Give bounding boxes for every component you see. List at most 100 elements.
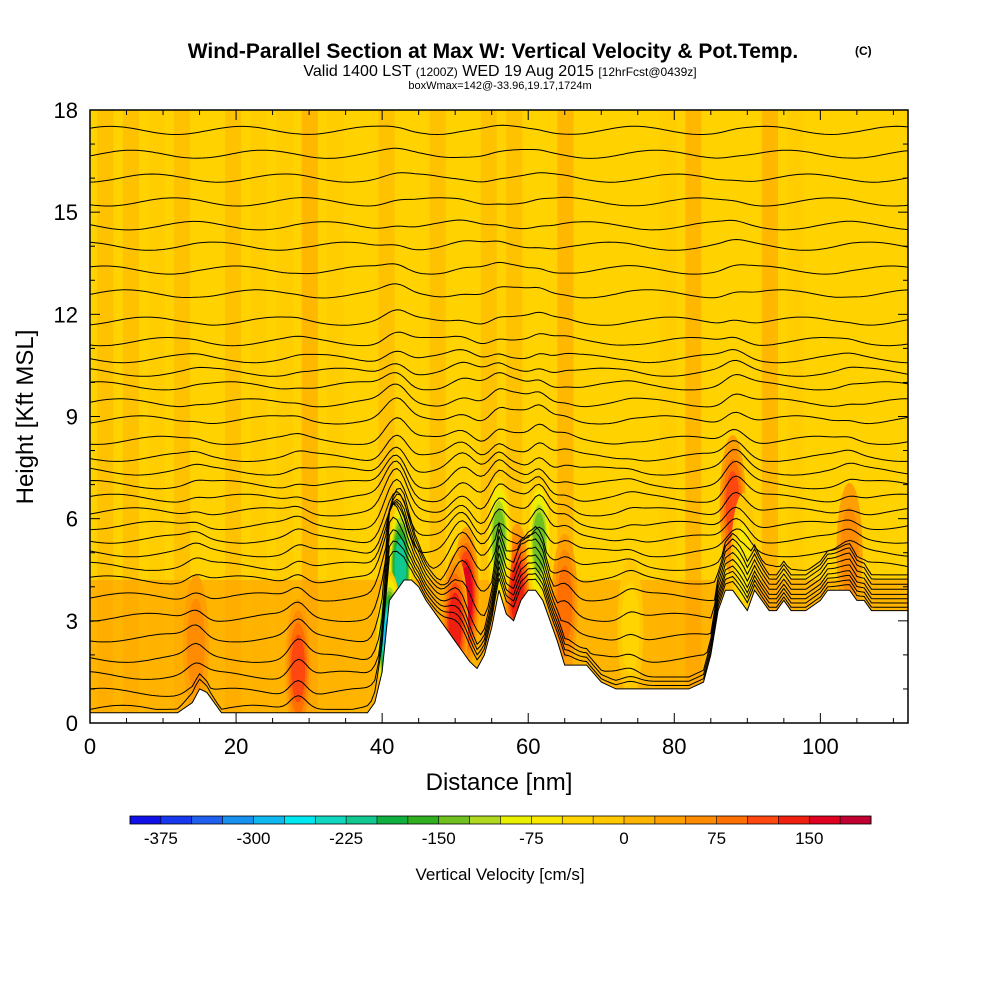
colorbar xyxy=(129,815,872,825)
velocity-core-level xyxy=(736,524,752,601)
field-band xyxy=(327,110,344,723)
colorbar-tick-label: -75 xyxy=(519,829,544,848)
colorbar-label: Vertical Velocity [cm/s] xyxy=(415,865,584,884)
field-band xyxy=(429,110,446,723)
velocity-core xyxy=(285,598,312,723)
theta-contour xyxy=(90,529,908,680)
x-tick-label: 80 xyxy=(662,734,686,759)
chart-title-mark: (C) xyxy=(855,44,872,58)
velocity-core-level xyxy=(557,565,573,642)
colorbar-tick-label: -300 xyxy=(236,829,270,848)
colorbar-swatch xyxy=(685,816,717,824)
theta-contour xyxy=(90,454,908,490)
colorbar-swatch xyxy=(438,816,470,824)
y-tick-label: 6 xyxy=(66,507,78,532)
theta-contour xyxy=(90,503,908,622)
chart-subtitle: Valid 1400 LST (1200Z) WED 19 Aug 2015 [… xyxy=(303,63,696,80)
theta-contour xyxy=(90,219,908,231)
subtitle-part-date: WED 19 Aug 2015 xyxy=(458,63,599,80)
theta-contour xyxy=(90,490,908,544)
subtitle-part-valid: Valid 1400 LST xyxy=(303,63,415,80)
colorbar-swatch xyxy=(809,816,841,824)
colorbar-swatch xyxy=(531,816,563,824)
velocity-core-level xyxy=(291,634,306,703)
theta-contour xyxy=(90,467,908,517)
colorbar-swatch xyxy=(191,816,223,824)
x-axis-label: Distance [nm] xyxy=(426,769,573,796)
x-tick-label: 100 xyxy=(802,734,839,759)
colorbar-swatch xyxy=(778,816,810,824)
colorbar-tick-label: 0 xyxy=(619,829,628,848)
theta-contour xyxy=(90,498,908,602)
x-axis: 0 20 40 60 80 100 xyxy=(84,110,894,759)
theta-contour xyxy=(90,500,908,558)
theta-contour xyxy=(90,516,908,663)
x-tick-label: 60 xyxy=(516,734,540,759)
theta-contour xyxy=(90,502,908,643)
subtitle-part-forecast: [12hrFcst@0439z] xyxy=(598,65,696,79)
chart-subtitle-box: boxWmax=142@-33.96,19.17,1724m xyxy=(408,80,591,92)
field-band xyxy=(710,110,727,723)
y-axis: 0 3 6 9 12 15 18 xyxy=(54,98,908,736)
field-band xyxy=(173,110,191,723)
y-tick-label: 15 xyxy=(54,200,78,225)
y-tick-label: 9 xyxy=(66,405,78,430)
colorbar-swatch xyxy=(469,816,501,824)
velocity-core-level xyxy=(394,539,407,594)
colorbar-swatch xyxy=(654,816,687,824)
theta-contour xyxy=(90,460,908,503)
x-tick-label: 0 xyxy=(84,734,96,759)
theta-contour xyxy=(90,397,908,425)
colorbar-tick-label: -150 xyxy=(422,829,456,848)
x-tick-label: 20 xyxy=(224,734,248,759)
colorbar-swatch xyxy=(315,816,347,824)
theta-contour xyxy=(90,359,908,377)
y-tick-label: 12 xyxy=(54,302,78,327)
colorbar-swatch xyxy=(500,816,532,824)
theta-contour xyxy=(90,372,908,391)
colorbar-swatch xyxy=(253,816,285,824)
colorbar-swatch xyxy=(130,816,162,824)
colorbar-swatch xyxy=(562,816,594,824)
velocity-core-level xyxy=(186,598,205,691)
theta-contours xyxy=(90,124,908,710)
theta-contour xyxy=(90,493,908,585)
theta-contour xyxy=(90,383,908,408)
y-tick-label: 18 xyxy=(54,98,78,123)
theta-contour xyxy=(90,550,908,710)
colorbar-tick-label: -375 xyxy=(144,829,178,848)
y-tick-label: 0 xyxy=(66,711,78,736)
velocity-core xyxy=(182,574,209,715)
theta-contour xyxy=(90,478,908,531)
plot-area xyxy=(90,110,908,723)
velocity-core xyxy=(526,472,553,613)
theta-contour xyxy=(90,238,908,251)
colorbar-ticks: -375 -300 -225 -150 -75 0 75 150 xyxy=(144,829,824,848)
colorbar-tick-label: 150 xyxy=(795,829,823,848)
theta-contour xyxy=(90,196,908,207)
colorbar-tick-label: -225 xyxy=(329,829,363,848)
theta-contour xyxy=(90,417,908,445)
theta-contour xyxy=(90,348,908,364)
y-tick-label: 3 xyxy=(66,609,78,634)
colorbar-swatch xyxy=(160,816,193,824)
theta-contour xyxy=(90,261,908,275)
theta-contour xyxy=(90,124,908,136)
colorbar-swatch xyxy=(747,816,779,824)
colorbar-swatch xyxy=(624,816,656,824)
velocity-core-level xyxy=(621,581,640,674)
colorbar-swatch xyxy=(716,816,748,824)
field-band xyxy=(97,110,114,723)
subtitle-part-zulu: (1200Z) xyxy=(416,65,458,79)
chart-title: Wind-Parallel Section at Max W: Vertical… xyxy=(188,40,799,63)
x-tick-label: 40 xyxy=(370,734,394,759)
colorbar-tick-label: 75 xyxy=(707,829,726,848)
velocity-core xyxy=(617,557,644,698)
theta-contour xyxy=(90,147,908,159)
colorbar-swatch xyxy=(377,816,409,824)
colorbar-swatch xyxy=(222,816,254,824)
y-axis-label: Height [Kft MSL] xyxy=(12,330,39,505)
colorbar-swatch xyxy=(284,816,316,824)
colorbar-swatch xyxy=(840,816,872,824)
